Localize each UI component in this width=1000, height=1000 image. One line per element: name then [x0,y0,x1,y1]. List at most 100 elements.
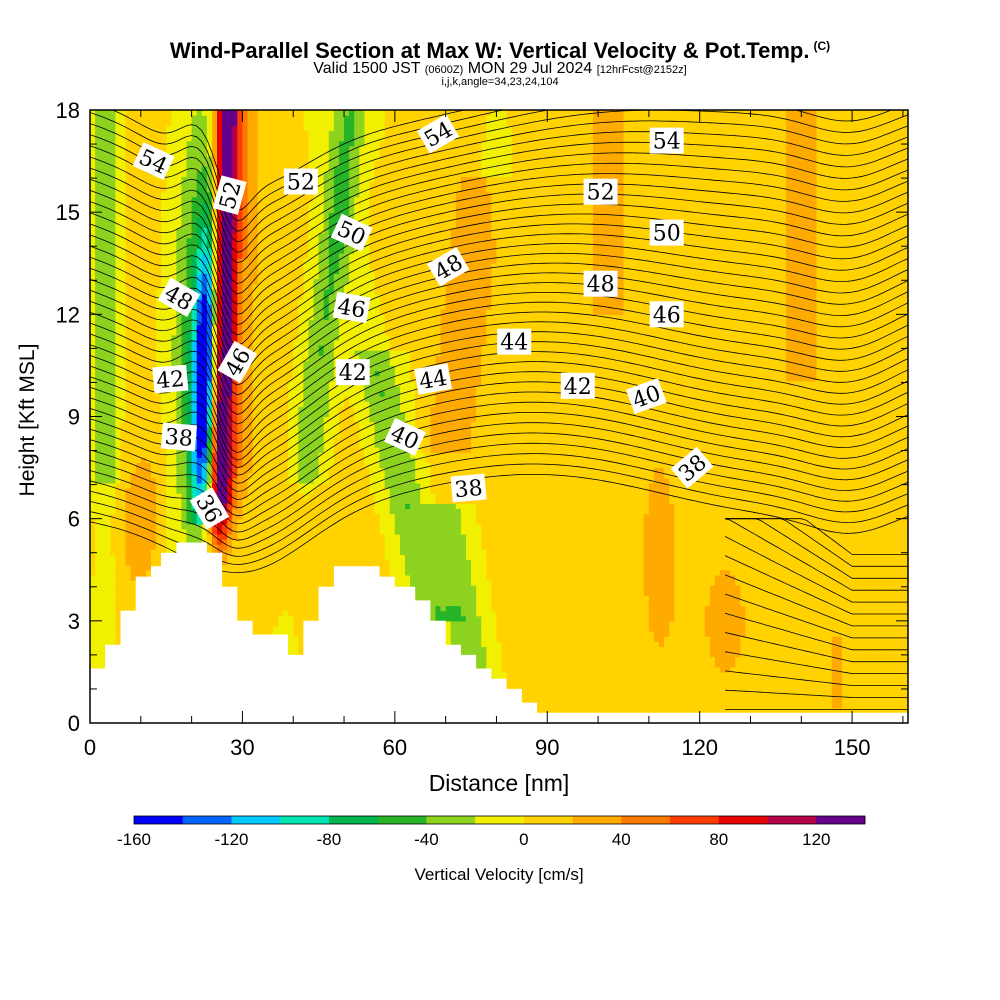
velocity-cell [130,564,137,571]
velocity-cell [100,661,106,668]
velocity-cell [191,161,198,167]
velocity-cell [237,314,244,321]
velocity-cell [267,452,274,458]
velocity-cell [262,574,269,581]
velocity-cell [257,207,264,213]
velocity-cell [211,431,218,438]
velocity-cell [140,436,147,443]
velocity-cell [181,528,188,535]
velocity-cell [227,406,233,412]
velocity-cell [110,472,116,479]
velocity-cell [95,528,101,535]
velocity-cell [267,564,274,571]
velocity-cell [293,636,299,642]
velocity-cell [186,237,193,244]
velocity-cell [105,253,111,259]
velocity-cell [120,181,127,188]
velocity-cell [277,135,284,142]
velocity-cell [201,344,208,351]
velocity-cell [293,212,299,218]
velocity-cell [105,319,111,326]
velocity-cell [135,396,142,402]
velocity-cell [105,559,111,566]
velocity-cell [262,462,269,469]
velocity-cell [222,125,228,132]
velocity-cell [115,360,122,367]
velocity-cell [95,283,101,290]
velocity-cell [247,396,254,402]
velocity-cell [237,309,244,315]
velocity-cell [272,319,279,326]
velocity-cell [140,442,147,448]
velocity-cell [115,314,122,321]
velocity-cell [140,339,147,346]
velocity-cell [267,380,274,387]
velocity-cell [283,508,289,515]
velocity-cell [166,258,172,264]
velocity-cell [293,477,299,484]
velocity-cell [130,258,137,264]
velocity-cell [288,150,294,157]
velocity-cell [171,130,177,137]
velocity-cell [262,600,269,607]
velocity-cell [110,559,116,566]
velocity-cell [120,278,127,285]
velocity-cell [115,207,122,213]
velocity-cell [176,477,183,484]
velocity-cell [283,452,289,458]
velocity-cell [267,140,274,147]
velocity-cell [283,406,289,412]
velocity-cell [105,539,111,545]
velocity-cell [156,416,162,423]
velocity-cell [156,288,162,295]
velocity-cell [135,426,142,433]
velocity-cell [227,166,233,172]
velocity-cell [237,564,244,571]
velocity-cell [90,595,96,601]
velocity-cell [257,549,264,556]
velocity-cell [298,411,304,418]
velocity-cell [100,549,106,556]
velocity-cell [237,447,244,453]
velocity-cell [90,268,96,275]
velocity-cell [247,370,254,377]
velocity-cell [257,145,264,152]
velocity-cell [237,283,244,290]
velocity-cell [145,559,152,566]
velocity-cell [125,442,132,448]
velocity-cell [252,299,259,305]
velocity-cell [130,304,137,310]
velocity-cell [272,528,279,535]
velocity-cell [237,334,244,341]
velocity-cell [140,426,147,433]
velocity-cell [267,145,274,152]
velocity-cell [247,585,254,591]
velocity-cell [110,161,116,167]
velocity-cell [222,411,228,418]
velocity-cell [120,191,127,198]
velocity-cell [95,263,101,269]
velocity-cell [267,309,274,315]
velocity-cell [288,503,294,510]
velocity-cell [217,462,223,469]
velocity-cell [196,370,203,377]
velocity-cell [242,140,249,147]
velocity-cell [272,186,279,193]
velocity-cell [115,600,122,607]
velocity-cell [242,375,249,382]
velocity-cell [191,186,198,193]
velocity-cell [110,600,116,607]
velocity-cell [267,161,274,167]
velocity-cell [130,585,137,591]
velocity-cell [150,263,157,269]
velocity-cell [232,533,238,540]
velocity-cell [267,462,274,469]
velocity-cell [201,350,208,356]
velocity-cell [120,564,127,571]
velocity-cell [145,503,152,510]
velocity-cell [293,115,299,121]
velocity-cell [140,324,147,331]
velocity-cell [272,273,279,280]
velocity-cell [130,574,137,581]
velocity-cell [105,513,111,520]
